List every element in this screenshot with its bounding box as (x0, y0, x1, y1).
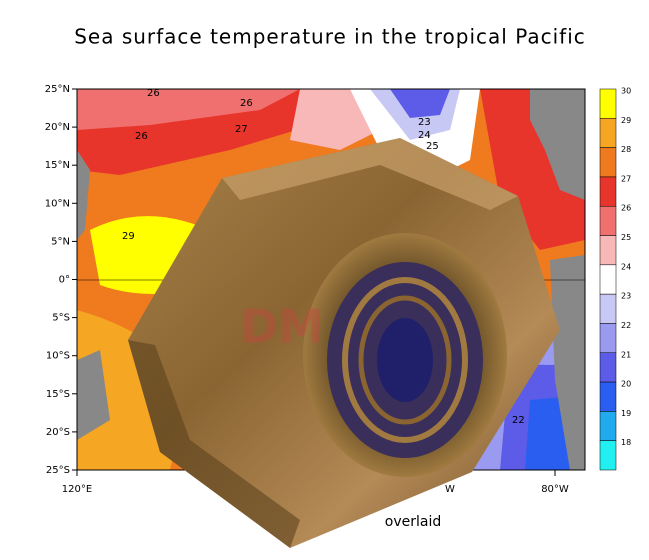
title: Sea surface temperature in the tropical … (74, 25, 586, 49)
contour-label: 29 (122, 231, 135, 242)
colorbar-label: 25 (621, 233, 631, 242)
lon-label: 80°W (541, 484, 569, 495)
colorbar-label: 21 (621, 350, 631, 359)
colorbar-box (599, 411, 617, 441)
lat-label: 10°N (45, 198, 70, 209)
lat-label: 5°N (51, 236, 70, 247)
map (77, 89, 585, 470)
lon-label: W (445, 484, 455, 495)
colorbar-label: 18 (621, 438, 631, 447)
colorbar-label: 19 (621, 409, 631, 418)
colorbar-box (599, 147, 617, 178)
lat-label: 20°N (45, 122, 70, 133)
svg-text:DM: DM (240, 300, 324, 354)
colorbar-label: 28 (621, 145, 631, 154)
caption: overlaid (385, 514, 441, 530)
colorbar-label: 20 (621, 380, 631, 389)
contour-label: 24 (418, 130, 431, 141)
lon-label: 120°E (62, 484, 92, 495)
colorbar-label: 30 (621, 87, 631, 96)
contour-label: 26 (147, 88, 160, 99)
colorbar-box (599, 293, 617, 324)
colorbar-label: 24 (621, 262, 631, 271)
lat-label: 0° (59, 275, 70, 286)
nut-overlay: DM (128, 138, 560, 548)
colorbar-box (599, 264, 617, 295)
contour-label: 27 (235, 124, 248, 135)
colorbar-box (599, 118, 617, 148)
lat-label: 25°S (46, 465, 70, 476)
colorbar-label: 23 (621, 292, 631, 301)
colorbar-label: 22 (621, 321, 631, 330)
contour-label: 22 (512, 415, 525, 426)
lat-label: 5°S (52, 313, 70, 324)
colorbar-label: 27 (621, 174, 631, 183)
contour-label: 23 (418, 117, 431, 128)
colorbar-label: 26 (621, 204, 631, 213)
colorbar-label: 29 (621, 116, 631, 125)
colorbar-box (599, 323, 617, 354)
colorbar-box (599, 352, 617, 383)
colorbar-box (599, 88, 617, 119)
colorbar-box (599, 381, 617, 412)
contour-label: 26 (135, 131, 148, 142)
colorbar-box (599, 235, 617, 266)
lat-label: 10°S (46, 351, 70, 362)
lat-label: 15°S (46, 389, 70, 400)
colorbar: 30 29 28 27 26 25 24 23 22 21 20 19 18 (599, 87, 631, 471)
lat-label: 20°S (46, 427, 70, 438)
lat-axis: 25°N 20°N 15°N 10°N 5°N 0° 5°S 10°S 15°S 20°S 25°S (45, 84, 77, 476)
contour-label: 25 (426, 141, 439, 152)
colorbar-box (599, 440, 617, 471)
lat-label: 25°N (45, 84, 70, 95)
colorbar-box (599, 205, 617, 236)
lat-label: 15°N (45, 160, 70, 171)
contour-label: 26 (240, 98, 253, 109)
colorbar-box (599, 176, 617, 207)
